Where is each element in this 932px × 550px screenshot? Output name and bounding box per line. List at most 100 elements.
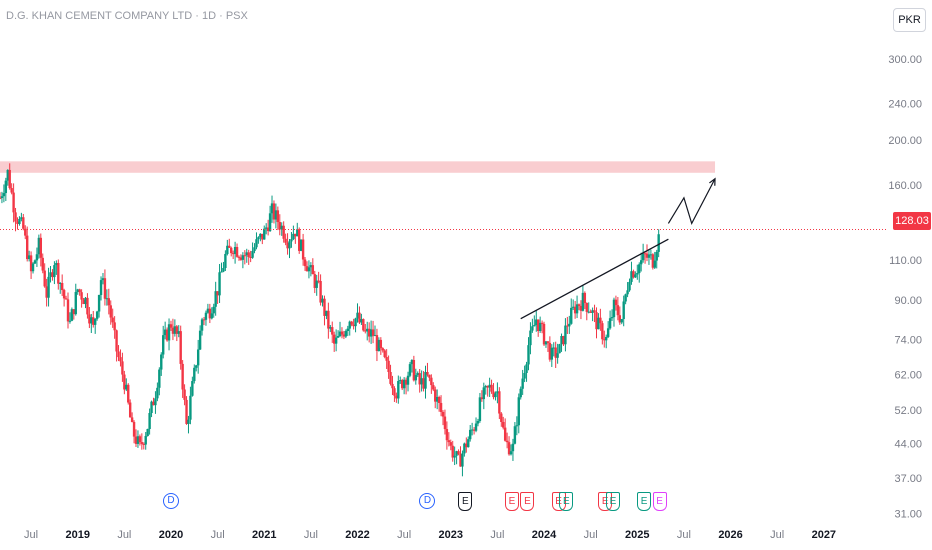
candle-body [387,360,390,372]
earnings-marker[interactable]: E [504,492,519,511]
candle [329,325,332,333]
candle-body [558,344,561,354]
candle [107,288,111,315]
candle-body [303,259,307,267]
earnings-marker[interactable]: E [559,492,574,511]
candle-body [544,341,548,345]
candle-body [385,357,388,361]
candle-body [142,443,145,445]
candle [643,250,647,264]
candle-body [288,241,291,249]
candle-body [426,372,429,375]
candle [198,325,202,351]
candle [630,261,633,285]
candle [142,442,145,450]
candle [622,295,625,327]
candle-body [434,389,437,402]
x-tick-label: Jul [304,529,318,541]
earnings-marker[interactable]: E [520,492,535,511]
candle [544,341,548,348]
dividend-marker[interactable]: D [162,493,179,509]
candle [636,264,639,280]
candle-body [488,384,491,388]
currency-button[interactable]: PKR [893,8,926,32]
candle [247,249,250,265]
candle [434,386,437,409]
candle [20,212,23,222]
earnings-marker[interactable]: E [551,492,566,511]
candle-body [548,342,552,360]
candle-body [614,299,618,306]
candle [505,432,509,449]
candle-body [253,247,256,251]
x-tick-label: Jul [117,529,131,541]
candle-body [132,422,136,437]
candle [579,300,583,320]
candle [634,271,637,279]
earnings-marker[interactable]: E [598,492,613,511]
x-tick-label: Jul [397,529,411,541]
candle [95,310,99,321]
candle-body [531,326,534,331]
candle-body [593,310,596,313]
earnings-marker[interactable]: E [458,492,473,511]
candle-body [0,196,4,199]
candle [610,309,614,321]
earnings-marker[interactable]: E [605,492,620,511]
candle-body [27,255,31,260]
candle-body [59,282,62,284]
candle [424,365,427,399]
candle-body [612,299,616,318]
candle-body [643,253,647,255]
candle [189,386,192,425]
candle-body [109,305,112,318]
candle [336,330,340,339]
candle-body [315,280,318,288]
candle [385,349,388,369]
candle [264,223,268,235]
candle [527,337,530,371]
candle-body [18,218,21,224]
candle [259,233,262,242]
candle [554,341,557,368]
candle [257,236,260,244]
candle [657,229,660,258]
axes-layer: 300.00 240.00 200.00 160.00 110.00 90.00 74.00… [24,54,922,541]
candle-body [653,260,656,268]
candle [480,390,484,402]
dividend-marker[interactable]: D [419,493,436,509]
candle [373,325,377,337]
candle-body [185,399,188,424]
candle-body [552,347,555,349]
y-tick-label: 74.00 [894,334,922,346]
candle-body [478,397,482,422]
candle-body [263,228,266,240]
candle-body [443,416,447,430]
candle [408,361,412,378]
candle [404,377,408,395]
candle [523,365,526,383]
candle [519,386,522,400]
candle-body [278,222,281,230]
candle [130,412,134,423]
candle [47,267,50,307]
candle-body [538,322,542,332]
candle [45,278,48,307]
candle-body [158,369,161,388]
candle [185,396,188,425]
candle [366,321,369,341]
earnings-marker[interactable]: E [637,492,652,511]
candle-body [430,377,433,386]
y-tick-label: 200.00 [888,135,922,147]
candle-body [437,397,441,403]
candle [152,397,155,406]
candle [49,266,52,283]
candle [587,302,590,314]
earnings-marker[interactable]: E [652,492,667,511]
candle [350,320,353,327]
candle-body [113,322,116,331]
candle [94,318,97,334]
candle [517,393,520,434]
candle-body [276,210,280,223]
